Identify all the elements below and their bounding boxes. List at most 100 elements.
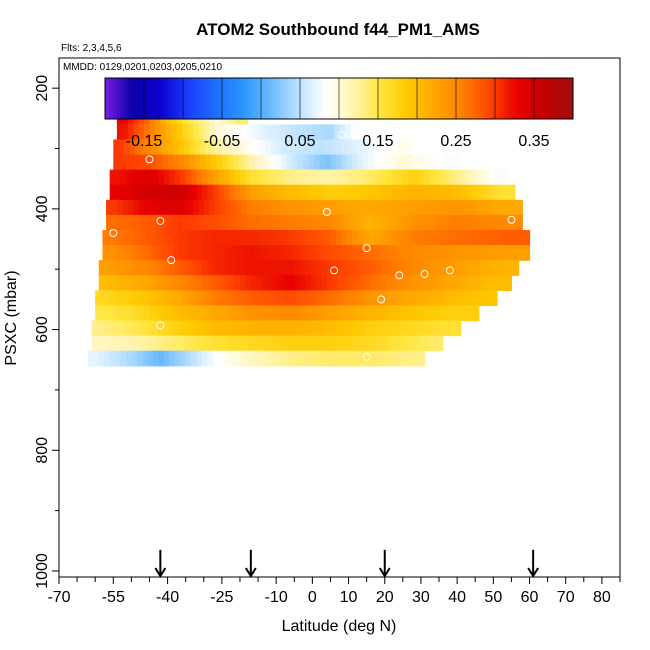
heatmap-cell	[341, 154, 348, 171]
heatmap-cell	[308, 320, 315, 337]
heatmap-cell	[191, 169, 198, 186]
heatmap-cell	[230, 124, 237, 141]
colorbar-swatch	[276, 78, 281, 119]
heatmap-cell	[136, 350, 143, 367]
colorbar-tick-label: 0.35	[518, 133, 549, 150]
heatmap-cell	[211, 229, 218, 246]
heatmap-cell	[484, 169, 491, 186]
colorbar-swatch	[514, 78, 519, 119]
heatmap-cell	[442, 214, 449, 231]
heatmap-cell	[446, 184, 453, 201]
heatmap-cell	[196, 275, 203, 291]
colorbar-swatch	[569, 78, 574, 119]
heatmap-cell	[359, 184, 366, 201]
heatmap-cell	[314, 320, 321, 337]
heatmap-cell	[402, 275, 409, 291]
heatmap-cell	[227, 139, 234, 156]
heatmap-cell	[460, 245, 467, 261]
heatmap-cell	[390, 139, 397, 156]
heatmap-cell	[495, 275, 502, 291]
heatmap-cell	[285, 124, 292, 141]
heatmap-cell	[370, 260, 377, 276]
heatmap-cell	[458, 214, 465, 231]
heatmap-cell	[475, 214, 482, 231]
heatmap-cell	[350, 290, 357, 307]
heatmap-cell	[268, 214, 275, 231]
heatmap-cell	[505, 275, 513, 291]
heatmap-cell	[239, 275, 246, 291]
colorbar-swatch	[323, 78, 328, 119]
colorbar-swatch	[510, 78, 515, 119]
colorbar-swatch	[420, 78, 426, 119]
heatmap-cell	[169, 350, 176, 367]
colorbar-swatch	[502, 78, 508, 119]
heatmap-cell	[420, 214, 427, 231]
heatmap-cell	[299, 275, 306, 291]
heatmap-cell	[321, 260, 328, 276]
heatmap-cell	[433, 245, 440, 261]
heatmap-cell	[478, 169, 485, 186]
heatmap-cell	[315, 350, 323, 367]
heatmap-cell	[515, 229, 522, 246]
heatmap-cell	[174, 184, 181, 201]
heatmap-cell	[254, 229, 261, 246]
heatmap-cell	[337, 169, 344, 186]
heatmap-cell	[287, 154, 294, 171]
heatmap-cell	[144, 290, 151, 307]
colorbar-swatch	[261, 78, 266, 119]
heatmap-cell	[292, 229, 299, 246]
heatmap-cell	[321, 275, 328, 291]
heatmap-cell	[239, 184, 246, 201]
heatmap-cell	[207, 275, 214, 291]
colorbar-swatch	[467, 78, 473, 119]
heatmap-cell	[317, 214, 324, 231]
heatmap-cell	[299, 260, 306, 276]
heatmap-cell	[462, 184, 469, 201]
heatmap-cell	[142, 260, 149, 276]
heatmap-cell	[410, 305, 417, 322]
heatmap-cell	[200, 335, 207, 352]
heatmap-cell	[214, 290, 221, 307]
heatmap-cell	[379, 245, 386, 261]
heatmap-cell	[326, 350, 333, 367]
heatmap-cell	[294, 169, 301, 186]
heatmap-cell	[382, 199, 389, 216]
heatmap-cell	[484, 184, 491, 201]
heatmap-cell	[489, 184, 496, 201]
heatmap-cell	[135, 320, 142, 337]
heatmap-cell	[393, 214, 400, 231]
heatmap-cell	[200, 229, 207, 246]
heatmap-cell	[136, 184, 143, 201]
heatmap-cell	[122, 305, 129, 322]
heatmap-cell	[261, 350, 268, 367]
heatmap-cell	[312, 124, 319, 141]
heatmap-cell	[160, 199, 167, 216]
heatmap-cell	[176, 124, 183, 141]
heatmap-cell	[330, 320, 337, 337]
heatmap-cell	[377, 290, 384, 307]
heatmap-cell	[301, 199, 308, 216]
heatmap-cell	[212, 169, 219, 186]
heatmap-cell	[111, 214, 118, 231]
heatmap-cell	[368, 320, 375, 337]
heatmap-cell	[198, 124, 205, 141]
heatmap-cell	[325, 229, 332, 246]
heatmap-cell	[495, 260, 502, 276]
heatmap-cell	[281, 245, 288, 261]
heatmap-cell	[140, 245, 147, 261]
heatmap-cell	[433, 335, 440, 352]
heatmap-cell	[406, 229, 413, 246]
heatmap-cell	[408, 184, 415, 201]
heatmap-cell	[276, 139, 283, 156]
heatmap-cell	[247, 199, 254, 216]
heatmap-cell	[115, 275, 122, 291]
heatmap-cell	[384, 320, 391, 337]
heatmap-cell	[201, 275, 208, 291]
colorbar-swatch	[268, 78, 274, 119]
heatmap-cell	[401, 335, 408, 352]
heatmap-cell	[515, 245, 522, 261]
heatmap-cell	[153, 184, 160, 201]
heatmap-cell	[339, 199, 346, 216]
heatmap-cell	[297, 229, 304, 246]
colorbar-swatch	[202, 78, 207, 119]
